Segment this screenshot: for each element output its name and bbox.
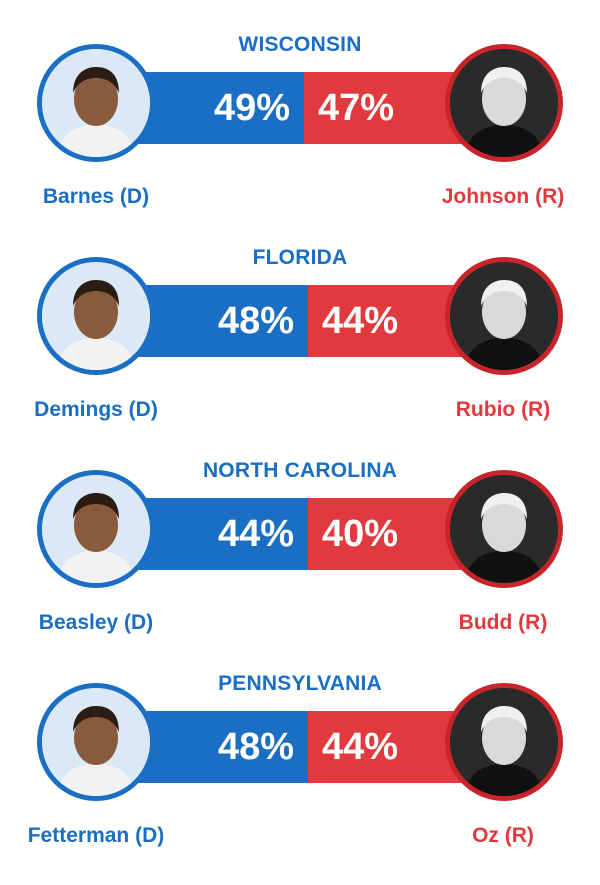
race-pennsylvania: PENNSYLVANIA 48% 44% Fetterman (D) Oz (R) [0, 672, 600, 882]
race-wisconsin: WISCONSIN 49% 47% Barnes (D) Johnson (R) [0, 33, 600, 243]
dem-bar-segment: 44% [125, 498, 308, 570]
poll-bar: 44% 40% [125, 498, 475, 570]
dem-percent-label: 44% [217, 512, 294, 555]
poll-bar: 49% 47% [125, 72, 475, 144]
rep-candidate-name: Budd (R) [458, 611, 548, 634]
state-title: FLORIDA [252, 246, 348, 269]
state-title: WISCONSIN [238, 33, 362, 56]
dem-candidate-photo [37, 683, 155, 801]
state-title: NORTH CAROLINA [202, 459, 398, 482]
rep-candidate-name: Johnson (R) [441, 185, 565, 208]
dem-candidate-photo [37, 44, 155, 162]
poll-bar: 48% 44% [125, 285, 475, 357]
rep-percent-label: 40% [322, 512, 399, 555]
rep-percent-label: 47% [318, 86, 395, 129]
rep-candidate-name: Oz (R) [472, 824, 534, 847]
dem-bar-segment: 49% [125, 72, 304, 144]
dem-bar-segment: 48% [125, 285, 308, 357]
rep-candidate-photo [445, 683, 563, 801]
dem-candidate-name: Demings (D) [34, 398, 158, 421]
dem-percent-label: 49% [213, 86, 290, 129]
dem-candidate-name: Beasley (D) [38, 611, 154, 634]
dem-candidate-photo [37, 257, 155, 375]
dem-candidate-photo [37, 470, 155, 588]
state-title: PENNSYLVANIA [218, 672, 382, 695]
poll-bar: 48% 44% [125, 711, 475, 783]
dem-candidate-name: Fetterman (D) [27, 824, 165, 847]
rep-percent-label: 44% [322, 725, 399, 768]
rep-candidate-photo [445, 257, 563, 375]
rep-candidate-photo [445, 44, 563, 162]
dem-candidate-name: Barnes (D) [42, 185, 150, 208]
dem-percent-label: 48% [217, 299, 294, 342]
dem-bar-segment: 48% [125, 711, 308, 783]
dem-percent-label: 48% [217, 725, 294, 768]
rep-percent-label: 44% [322, 299, 399, 342]
race-florida: FLORIDA 48% 44% Demings (D) Rubio (R) [0, 246, 600, 456]
rep-candidate-photo [445, 470, 563, 588]
race-north-carolina: NORTH CAROLINA 44% 40% Beasley (D) Budd (R) [0, 459, 600, 669]
rep-candidate-name: Rubio (R) [455, 398, 551, 421]
